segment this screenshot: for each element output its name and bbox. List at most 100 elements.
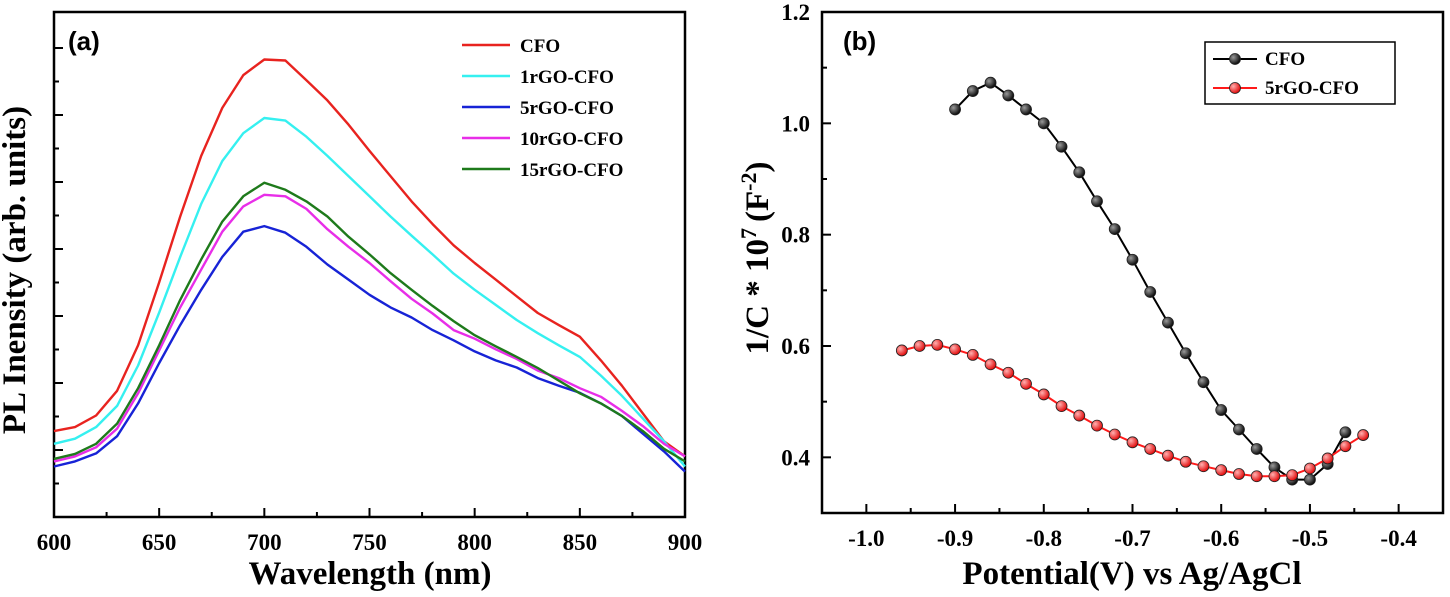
panel-b-point-CFO bbox=[1091, 195, 1103, 208]
panel-b-x-axis-title: Potential(V) vs Ag/AgCl bbox=[962, 556, 1301, 592]
panel-b-point-CFO bbox=[1073, 166, 1086, 179]
panel-b-point-5rGO-CFO bbox=[1357, 429, 1370, 441]
panel-b-x-tick-label: -0.7 bbox=[1114, 526, 1150, 551]
panel-b-series-5rGO-CFO-line bbox=[901, 343, 1364, 478]
panel-b-point-CFO bbox=[1002, 89, 1015, 102]
panel-a-x-tick-label: 900 bbox=[668, 530, 703, 555]
panel-b-point-5rGO-CFO bbox=[1073, 409, 1086, 422]
panel-a-x-tick-label: 750 bbox=[352, 530, 387, 555]
panel-b-point-5rGO-CFO bbox=[984, 358, 997, 371]
panel-b-point-CFO bbox=[1339, 426, 1352, 439]
panel-b-point-CFO bbox=[1055, 140, 1068, 153]
panel-b-point-CFO bbox=[1126, 253, 1139, 266]
panel-b-point-5rGO-CFO bbox=[1126, 436, 1139, 449]
panel-a-series-1rGO-CFO-line bbox=[53, 116, 686, 468]
panel-b-ticks: -1.0 -0.9 -0.8 -0.7 -0.6 -0.5 -0.4 0.4 0.6 0.8 1.0… bbox=[781, 0, 1417, 551]
panel-b-lines bbox=[895, 76, 1370, 486]
panel-b-point-CFO bbox=[1233, 423, 1245, 436]
panel-b-point-5rGO-CFO bbox=[1179, 455, 1192, 468]
panel-b-point-5rGO-CFO bbox=[1144, 443, 1157, 455]
panel-b-point-5rGO-CFO bbox=[1197, 460, 1210, 473]
panel-b-point-CFO bbox=[1215, 404, 1228, 416]
panel-b-point-5rGO-CFO bbox=[1321, 452, 1334, 465]
panel-b-y-tick-label: 1.0 bbox=[781, 111, 810, 136]
panel-a-x-tick-label: 600 bbox=[37, 530, 72, 555]
panel-b-point-5rGO-CFO bbox=[1286, 469, 1299, 482]
panel-a-x-axis-title: Wavelength (nm) bbox=[249, 556, 492, 592]
panel-b-y-tick-label: 1.2 bbox=[781, 0, 810, 25]
panel-b-point-CFO bbox=[966, 85, 979, 97]
panel-b-y-axis-title: 1/C * 107 (F-2) bbox=[736, 162, 776, 355]
panel-b-point-CFO bbox=[1250, 443, 1263, 455]
panel-b-point-5rGO-CFO bbox=[949, 343, 961, 356]
panel-a-series-15rGO-CFO-line bbox=[53, 181, 686, 463]
panel-a-label: (a) bbox=[68, 26, 100, 56]
panel-a-series-CFO-line bbox=[53, 58, 686, 458]
panel-b-x-tick-label: -0.5 bbox=[1292, 526, 1328, 551]
panel-b-y-tick-label: 0.6 bbox=[781, 334, 810, 359]
panel-a-x-tick-label: 850 bbox=[563, 530, 598, 555]
panel-b-point-5rGO-CFO bbox=[966, 349, 979, 361]
panel-b-point-CFO bbox=[1304, 473, 1316, 486]
panel-b-y-title-exp: 7 bbox=[736, 228, 761, 239]
panel-b-point-CFO bbox=[1144, 286, 1157, 298]
panel-b-point-5rGO-CFO bbox=[1233, 468, 1245, 480]
panel-b-point-5rGO-CFO bbox=[1304, 462, 1316, 475]
panel-b-point-5rGO-CFO bbox=[1339, 440, 1352, 453]
panel-b-x-tick-label: -0.4 bbox=[1380, 526, 1417, 551]
panel-b-point-5rGO-CFO bbox=[931, 338, 944, 351]
panel-b-x-tick-label: -0.9 bbox=[937, 526, 973, 551]
panel-b-point-CFO bbox=[1197, 376, 1210, 389]
panel-a-legend-label: 15rGO-CFO bbox=[520, 160, 623, 181]
panel-a-x-tick-label: 700 bbox=[247, 530, 282, 555]
panel-b-legend: CFO 5rGO-CFO bbox=[1204, 41, 1396, 105]
panel-b-point-5rGO-CFO bbox=[895, 344, 908, 357]
panel-b-y-title-unit-exp: -2 bbox=[736, 173, 761, 191]
panel-a-series-10rGO-CFO-line bbox=[53, 193, 686, 463]
panel-b-point-CFO bbox=[1037, 117, 1050, 130]
panel-b-point-5rGO-CFO bbox=[1162, 449, 1174, 462]
panel-a-legend-label: CFO bbox=[520, 36, 560, 57]
panel-b-y-tick-label: 0.8 bbox=[781, 223, 810, 248]
panel-b-label: (b) bbox=[843, 26, 876, 56]
panel-a-ticks: 600 650 700 750 800 850 900 bbox=[37, 47, 703, 555]
panel-a-x-tick-label: 650 bbox=[142, 530, 177, 555]
panel-a-legend-label: 1rGO-CFO bbox=[520, 67, 614, 88]
panel-a-lines bbox=[53, 58, 686, 473]
panel-b-point-CFO bbox=[1108, 223, 1121, 236]
panel-b-legend-marker bbox=[1229, 53, 1241, 65]
panel-b-legend-label: 5rGO-CFO bbox=[1265, 78, 1359, 99]
panel-b-point-5rGO-CFO bbox=[1020, 377, 1032, 390]
panel-b-x-tick-label: -0.6 bbox=[1203, 526, 1239, 551]
panel-b-x-tick-label: -0.8 bbox=[1026, 526, 1062, 551]
panel-a-x-tick-label: 800 bbox=[457, 530, 492, 555]
panel-b-legend-label: CFO bbox=[1265, 49, 1305, 70]
panel-b-point-CFO bbox=[1179, 347, 1192, 360]
panel-b-point-5rGO-CFO bbox=[1037, 388, 1050, 401]
panel-b-x-tick-label: -1.0 bbox=[848, 526, 884, 551]
panel-b-point-CFO bbox=[984, 76, 997, 89]
panel-b-point-CFO bbox=[1162, 316, 1174, 329]
panel-a-legend-label: 5rGO-CFO bbox=[520, 98, 614, 119]
panel-a-y-axis-title: PL Inensity (arb. units) bbox=[0, 106, 33, 434]
panel-b-y-title-unit: (F bbox=[740, 191, 776, 222]
panel-a-legend: CFO 1rGO-CFO 5rGO-CFO 10rGO-CFO 15rGO-CFO bbox=[462, 36, 623, 181]
panel-a-legend-label: 10rGO-CFO bbox=[520, 129, 623, 150]
panel-b-y-title-main: 1/C * 10 bbox=[740, 239, 776, 355]
panel-b-point-5rGO-CFO bbox=[913, 340, 926, 352]
panel-b-point-5rGO-CFO bbox=[1250, 470, 1263, 483]
panel-b-point-5rGO-CFO bbox=[1108, 428, 1121, 441]
panel-b-legend-box bbox=[1204, 41, 1396, 105]
panel-b-y-tick-label: 0.4 bbox=[781, 445, 810, 470]
panel-b-point-CFO bbox=[1020, 103, 1032, 116]
panel-b-legend-marker bbox=[1229, 82, 1241, 94]
panel-b-y-title-close: ) bbox=[740, 162, 776, 173]
panel-b-point-5rGO-CFO bbox=[1002, 366, 1015, 379]
panel-b-point-5rGO-CFO bbox=[1091, 419, 1103, 432]
panel-b-point-5rGO-CFO bbox=[1055, 400, 1068, 413]
panel-b-series-CFO-line bbox=[954, 81, 1347, 481]
panel-b-point-5rGO-CFO bbox=[1215, 464, 1228, 477]
panel-b-point-CFO bbox=[949, 103, 961, 116]
panel-b-point-5rGO-CFO bbox=[1268, 470, 1281, 483]
